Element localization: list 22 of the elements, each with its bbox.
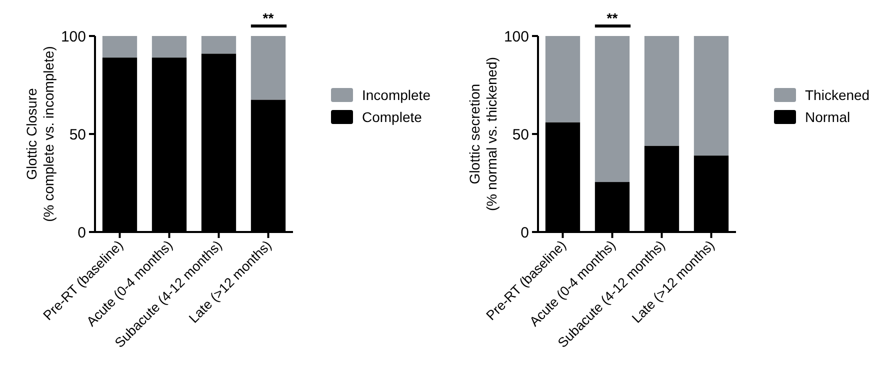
bar	[694, 36, 729, 156]
legend-label: Normal	[805, 108, 850, 125]
bar	[152, 36, 187, 58]
bar	[201, 36, 236, 54]
bar	[250, 36, 286, 100]
y-tick-label: 100	[60, 28, 86, 46]
y-tick-label: 50	[69, 126, 86, 144]
legend-label: Incomplete	[362, 86, 431, 103]
bar	[545, 36, 580, 122]
text: **	[262, 10, 274, 26]
legend-label: Thickened	[805, 86, 870, 103]
y-tick-label: 50	[512, 126, 529, 144]
bar	[102, 36, 138, 58]
y-tick-label: 0	[78, 224, 86, 242]
y-tick-label: 100	[504, 28, 529, 46]
bar	[594, 36, 630, 182]
y-axis-title: Glottic secretion (% normal vs. thickened)	[466, 56, 500, 212]
legend-label: Complete	[362, 108, 422, 125]
text: **	[606, 10, 618, 26]
y-axis-title: Glottic Closure (% complete vs. incomplete)	[24, 46, 56, 222]
bar	[644, 36, 680, 146]
y-tick-label: 0	[520, 224, 529, 242]
